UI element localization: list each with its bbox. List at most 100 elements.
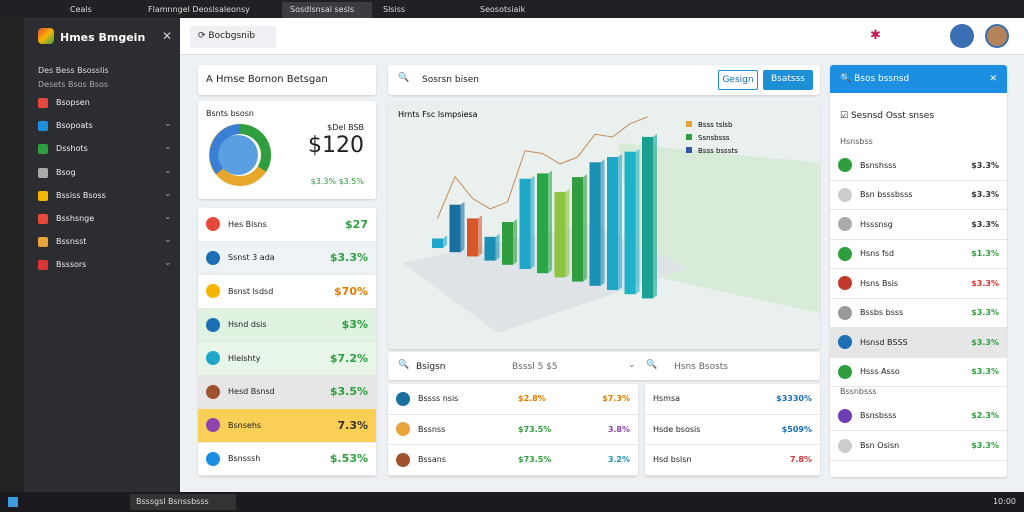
trend-line xyxy=(437,116,648,219)
nav-item[interactable]: Bsssors xyxy=(56,260,87,270)
nav-item[interactable]: Bsopsen xyxy=(56,98,90,107)
chart-title: Hrnts Fsc Ismpsiesa xyxy=(398,110,478,119)
row-value: $3.3% xyxy=(329,251,368,265)
list-row: Bsnst lsdsd $70% xyxy=(198,275,376,309)
nav-item[interactable]: Bsog xyxy=(56,167,76,177)
table-row: Bssans $73.5% 3.2% xyxy=(388,445,638,476)
bottom-table: Bssss nsis $2.8% $7.3% Bssnss $73.5% 3.8% Bssa… xyxy=(388,384,638,476)
bar xyxy=(484,236,496,261)
start[interactable] xyxy=(8,497,18,507)
tab[interactable]: Ceals xyxy=(70,5,92,14)
row-name: Bssss nsis xyxy=(418,394,459,404)
row-value: $27 xyxy=(345,217,368,231)
row-icon xyxy=(838,158,852,173)
nav-icon xyxy=(38,260,48,271)
list-row: Bsnsehs 7.3% xyxy=(198,409,376,443)
header-search[interactable]: ⟳ Bocbgsnib xyxy=(190,26,276,48)
list-row: Bssbs bsss $3.3% xyxy=(830,299,1007,328)
header-text: Bsos bssnsd xyxy=(854,74,910,84)
row-icon xyxy=(206,250,220,265)
list-row: Bsn bsssbsss $3.3% xyxy=(830,181,1007,210)
button[interactable]: Gesign xyxy=(718,70,758,90)
tab[interactable]: Sosdlsnsal sesls xyxy=(282,2,372,18)
bar-side xyxy=(443,235,447,248)
nav-icon xyxy=(38,214,48,224)
avatar[interactable] xyxy=(950,24,974,48)
row-icon xyxy=(396,422,410,437)
nav-item[interactable]: Bssnsst xyxy=(56,237,87,247)
nav-item[interactable]: Bssiss Bsoss xyxy=(56,190,106,200)
app-logo xyxy=(38,28,54,44)
dropdown[interactable]: Bsssl 5 $5 xyxy=(512,362,558,372)
row-icon xyxy=(838,305,852,320)
cell: $2.8% xyxy=(518,394,546,404)
list-row: Hes Bisns $27 xyxy=(198,208,376,242)
row-value: $7.2% xyxy=(329,351,368,365)
bar xyxy=(502,222,513,265)
nav-icon xyxy=(38,167,48,178)
row-name: Hsns fsd xyxy=(860,249,895,259)
icon[interactable]: ✱ xyxy=(870,28,881,43)
row-value: $3.3% xyxy=(971,160,999,170)
filter-row: 🔍 Bsigsn Bsssl 5 $5 ⌄ 🔍 Hsns Bsosts xyxy=(388,352,820,380)
row-value: $1.3% xyxy=(971,249,999,259)
bar xyxy=(589,162,601,286)
list-row: Ssnst 3 ada $3.3% xyxy=(198,241,376,275)
avatar[interactable] xyxy=(985,24,1009,48)
legend-label: Bsss tslsb xyxy=(698,121,733,129)
list-row: Hesd Bsnsd $3.5% xyxy=(198,375,376,409)
row-value: $3% xyxy=(341,318,368,332)
donut-seg xyxy=(209,124,241,175)
bar xyxy=(572,177,583,282)
list-row: Bsnsbsss $2.3% xyxy=(830,401,1007,431)
bar xyxy=(467,218,478,257)
row-value: $2.3% xyxy=(971,411,999,420)
bottom-right-table: Hsmsa $3330% Hsde bsosis $509% Hsd bslsn 7.8% xyxy=(645,384,820,476)
legend-swatch xyxy=(686,121,692,127)
tab[interactable]: Slsiss xyxy=(383,5,406,14)
row-name: Ssnst 3 ada xyxy=(228,253,275,263)
bar-side xyxy=(530,175,535,269)
row-value: $3.3% xyxy=(971,308,999,318)
nav-icon xyxy=(38,98,48,108)
bar xyxy=(537,173,548,274)
nav-item[interactable]: Dsshots xyxy=(56,144,88,154)
cell: 3.2% xyxy=(607,455,630,465)
row-value: $3.3% xyxy=(971,367,999,377)
tab[interactable]: Flamnngel Deoslsaleonsy xyxy=(148,5,250,14)
tab-bar: Ceals Flamnngel Deoslsaleonsy Sosdlsnsal s… xyxy=(0,0,1024,18)
legend-swatch xyxy=(686,147,692,153)
label: Bsnts bsosn xyxy=(206,109,254,118)
button[interactable]: Bsatsss xyxy=(763,70,813,90)
summary-title: A Hmse Bornon Betsgan xyxy=(198,65,376,95)
nav-icon xyxy=(38,121,48,132)
close-icon[interactable]: ✕ xyxy=(162,29,173,43)
list-row: Hsmsa $3330% xyxy=(645,384,820,415)
group: Bssnbsss xyxy=(840,387,877,396)
task[interactable]: Bsssgsl Bsnssbsss xyxy=(130,494,236,510)
tab[interactable]: Seosotsiaik xyxy=(480,5,526,14)
list-row: Hsssnsg $3.3% xyxy=(830,210,1007,240)
bar-side xyxy=(635,148,640,295)
bar-side xyxy=(495,233,500,261)
bar-side xyxy=(600,159,605,286)
row-icon xyxy=(206,384,220,399)
sidebar-line: Des Bess Bsosslis xyxy=(38,66,109,75)
chevron: ⌄ xyxy=(164,235,172,246)
group: Hsnsbss xyxy=(840,137,873,146)
row-icon xyxy=(206,418,220,433)
bar-side xyxy=(460,201,465,253)
nav-item[interactable]: Bsshsnge xyxy=(56,214,95,223)
bar xyxy=(607,157,618,290)
nav-item[interactable]: Bsopoats xyxy=(56,121,93,131)
row-value: 7.3% xyxy=(337,418,368,432)
row-icon xyxy=(838,335,852,350)
right-panel: 🔍 Bsos bssnsd ✕ ☑ Sesnsd Osst snses Hsnsb… xyxy=(830,65,1007,477)
small: $Del BSB xyxy=(327,123,364,132)
legend-swatch xyxy=(686,134,692,140)
chevron: ⌄ xyxy=(164,165,172,176)
panel-header: 🔍 Bsos bssnsd ✕ xyxy=(830,65,1007,93)
list-row: Hsde bsosis $509% xyxy=(645,415,820,446)
cell: $73.5% xyxy=(518,424,552,434)
table-row: Bssss nsis $2.8% $7.3% xyxy=(388,384,638,415)
